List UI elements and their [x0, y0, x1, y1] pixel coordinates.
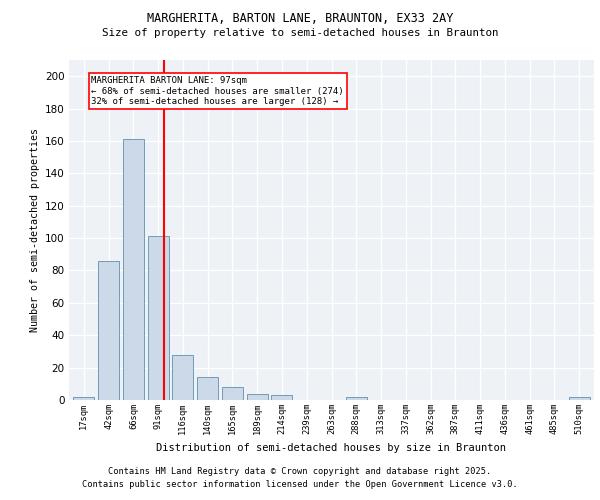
Bar — [271, 395, 292, 400]
Text: Size of property relative to semi-detached houses in Braunton: Size of property relative to semi-detach… — [102, 28, 498, 38]
Text: MARGHERITA, BARTON LANE, BRAUNTON, EX33 2AY: MARGHERITA, BARTON LANE, BRAUNTON, EX33 … — [147, 12, 453, 26]
X-axis label: Distribution of semi-detached houses by size in Braunton: Distribution of semi-detached houses by … — [157, 442, 506, 452]
Y-axis label: Number of semi-detached properties: Number of semi-detached properties — [29, 128, 40, 332]
Bar — [222, 387, 243, 400]
Bar — [346, 397, 367, 400]
Bar — [172, 354, 193, 400]
Text: Contains HM Land Registry data © Crown copyright and database right 2025.: Contains HM Land Registry data © Crown c… — [109, 467, 491, 476]
Bar — [98, 261, 119, 400]
Text: Contains public sector information licensed under the Open Government Licence v3: Contains public sector information licen… — [82, 480, 518, 489]
Text: MARGHERITA BARTON LANE: 97sqm
← 68% of semi-detached houses are smaller (274)
32: MARGHERITA BARTON LANE: 97sqm ← 68% of s… — [91, 76, 344, 106]
Bar — [148, 236, 169, 400]
Bar — [197, 378, 218, 400]
Bar — [569, 397, 590, 400]
Bar — [123, 140, 144, 400]
Bar — [247, 394, 268, 400]
Bar — [73, 397, 94, 400]
